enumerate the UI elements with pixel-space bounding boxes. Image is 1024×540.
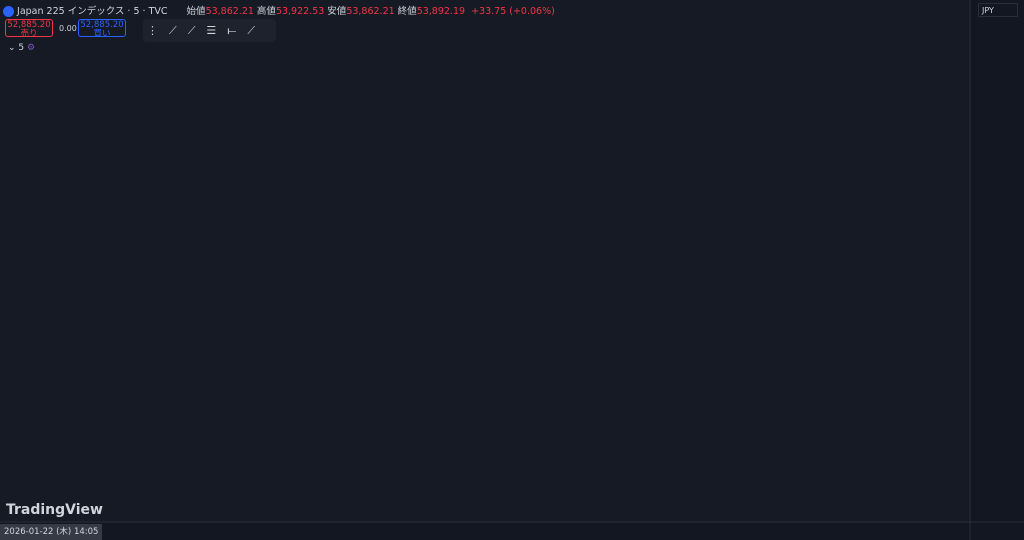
sell-price: 52,885.20 <box>7 20 51 30</box>
ohlc-value: 53,862.21 <box>346 6 395 17</box>
ohlc-label: 終値 <box>397 6 417 17</box>
logo: TradingView <box>6 502 103 518</box>
buy-button[interactable]: 52,885.20 買い <box>78 19 126 39</box>
plot-area <box>0 0 970 522</box>
buy-price: 52,885.20 <box>80 20 124 30</box>
sell-label: 売り <box>20 29 38 39</box>
sell-button[interactable]: 52,885.20 売り <box>5 19 53 39</box>
currency[interactable]: JPY <box>978 3 1018 17</box>
indicator[interactable]: ⌄ 5 ⚙ <box>8 43 36 53</box>
cursor-time: 14:05 <box>73 527 99 537</box>
drawing-toolbar[interactable]: ⋮⟋⟋☰⟝⟋ <box>143 19 276 42</box>
ohlc-value: 53,862.21 <box>205 6 254 17</box>
ohlc-value: 53,892.19 <box>416 6 466 17</box>
ohlc-value: 53,922.53 <box>275 6 325 17</box>
spread: 0.00 <box>59 24 77 33</box>
symbol-title: Japan 225 インデックス · 5 · TVC <box>17 6 168 17</box>
cursor-time-label: 2026-01-22 (木) 14:05 <box>0 524 103 540</box>
ohlc-label: 安値 <box>327 6 347 17</box>
ohlc-label: 始値 <box>186 6 206 17</box>
symbol-bar[interactable]: Japan 225 インデックス · 5 · TVC 始値53,862.21 高値… <box>3 3 555 17</box>
buy-label: 買い <box>93 29 111 39</box>
cursor-date: 2026-01-22 (木) <box>4 527 72 537</box>
change: +33.75 (+0.06%) <box>471 6 555 17</box>
indicator-length: 5 <box>18 43 25 53</box>
ohlc-label: 高値 <box>256 6 276 17</box>
symbol-icon <box>3 6 14 17</box>
